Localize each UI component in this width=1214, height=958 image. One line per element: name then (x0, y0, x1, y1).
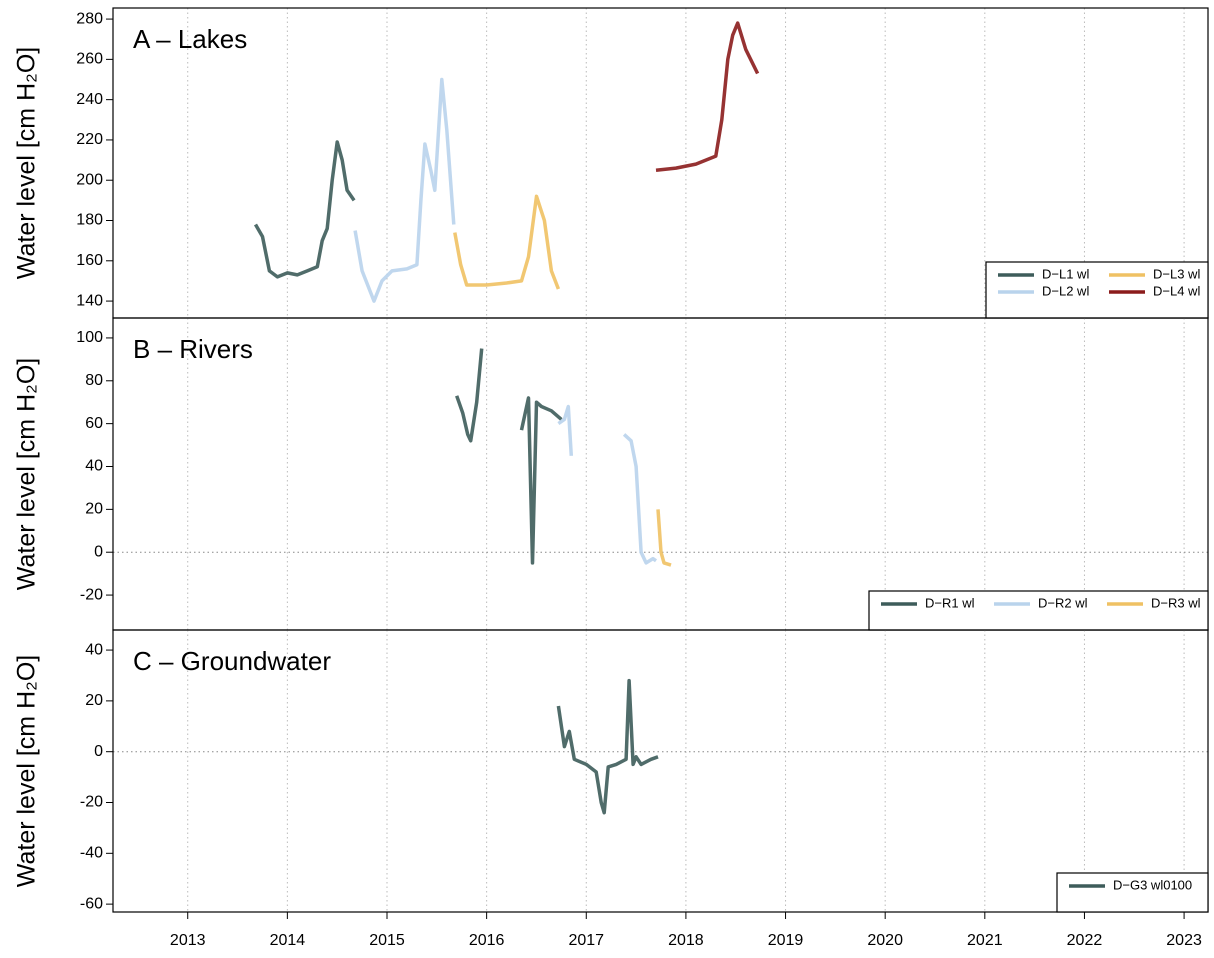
series-line (557, 404, 658, 565)
y-tick-label: -40 (80, 845, 103, 862)
y-tick-label: 20 (85, 692, 103, 709)
panel: -60 -40 -20 0 20 40 Water level [cm H₂O] C – Gr… (13, 629, 1209, 949)
y-tick-label: -20 (80, 586, 103, 603)
y-axis-label: Water level [cm H₂O] (13, 358, 41, 590)
legend-label: D−L2 wl (1042, 283, 1089, 298)
y-tick-label: 80 (85, 372, 103, 389)
y-tick-label: -20 (80, 794, 103, 811)
series-line (455, 348, 563, 565)
y-tick-label: 260 (76, 51, 103, 68)
y-tick-label: 280 (76, 10, 103, 27)
legend-label: D−R2 wl (1038, 595, 1088, 610)
y-tick-label: 100 (76, 329, 103, 346)
legend-label: D−L4 wl (1153, 283, 1200, 298)
legend-label: D−L1 wl (1042, 266, 1089, 281)
y-tick-label: 0 (94, 743, 103, 760)
x-tick-label: 2014 (270, 932, 306, 949)
panel-title: B – Rivers (133, 334, 253, 364)
x-tick-label: 2021 (967, 932, 1003, 949)
y-tick-label: 20 (85, 501, 103, 518)
series-line (556, 678, 659, 815)
y-tick-label: 40 (85, 641, 103, 658)
legend: D−R1 wl D−R2 wl D−R3 wl (868, 590, 1209, 631)
panel: -20 0 20 40 60 80 100 Water level [cm H₂O] B – R… (13, 317, 1209, 631)
y-axis-label: Water level [cm H₂O] (13, 47, 41, 279)
y-tick-label: 140 (76, 292, 103, 309)
legend-label: D−R3 wl (1151, 595, 1201, 610)
legend-box (1056, 872, 1209, 913)
series-line (353, 77, 456, 303)
y-tick-label: 200 (76, 171, 103, 188)
legend: D−L1 wl D−L2 wl D−L3 wl D−L4 wl (985, 261, 1209, 319)
y-tick-label: 160 (76, 252, 103, 269)
y-tick-label: 240 (76, 91, 103, 108)
x-tick-label: 2023 (1166, 932, 1202, 949)
y-tick-label: 60 (85, 415, 103, 432)
x-tick-label: 2015 (369, 932, 405, 949)
y-tick-label: 0 (94, 543, 103, 560)
x-tick-label: 2020 (867, 932, 903, 949)
series-line (656, 509, 672, 567)
y-tick-label: -60 (80, 895, 103, 912)
x-tick-label: 2022 (1067, 932, 1103, 949)
x-tick-label: 2018 (668, 932, 704, 949)
legend-label: D−L3 wl (1153, 266, 1200, 281)
y-tick-label: 220 (76, 131, 103, 148)
panel-title: C – Groundwater (133, 646, 331, 676)
legend: D−G3 wl0100 (1056, 872, 1209, 913)
legend-label: D−G3 wl0100 (1113, 877, 1192, 892)
plot-frame (112, 317, 1209, 631)
panel: 140 160 180 200 220 240 260 280 Water level [cm … (13, 7, 1209, 319)
panel-title: A – Lakes (133, 24, 247, 54)
plot-frame (112, 629, 1209, 913)
series-line (655, 21, 760, 172)
x-tick-label: 2013 (170, 932, 206, 949)
x-tick-label: 2017 (568, 932, 604, 949)
legend-label: D−R1 wl (925, 595, 975, 610)
y-axis-label: Water level [cm H₂O] (13, 655, 41, 887)
x-tick-label: 2019 (768, 932, 804, 949)
series-line (453, 194, 561, 290)
series-line (253, 140, 356, 279)
y-tick-label: 180 (76, 212, 103, 229)
x-tick-label: 2016 (469, 932, 505, 949)
y-tick-label: 40 (85, 458, 103, 475)
